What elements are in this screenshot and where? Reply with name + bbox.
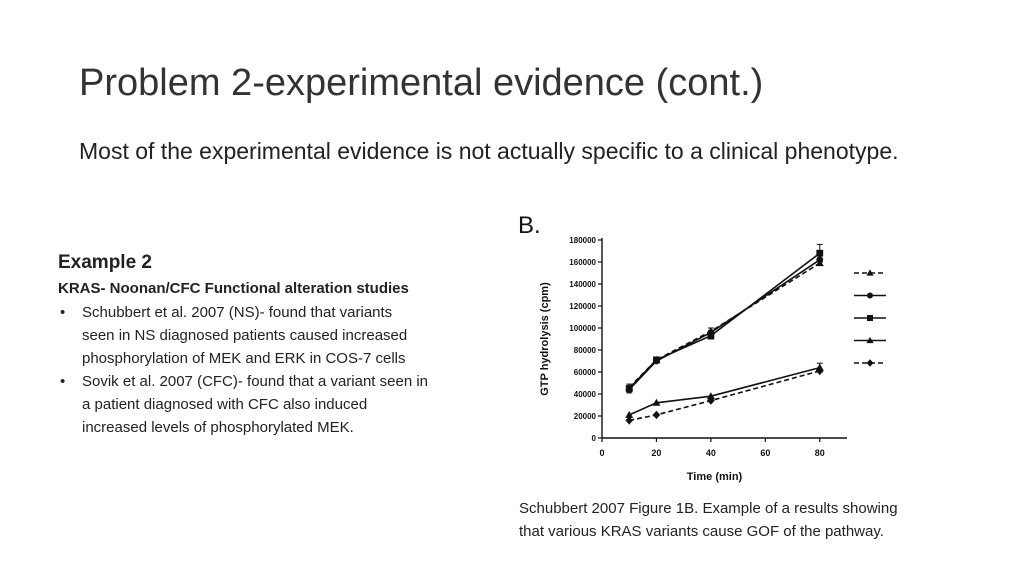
panel-label: B. (518, 212, 541, 239)
series-line-g12d (629, 370, 820, 422)
data-point-f156l (625, 410, 634, 418)
slide-subtitle: Most of the experimental evidence is not… (79, 138, 899, 164)
example-subheading: KRAS- Noonan/CFC Functional alteration s… (58, 280, 409, 297)
data-point-d153v (816, 249, 824, 257)
example-heading: Example 2 (58, 252, 152, 273)
y-tick-label: 180000 (569, 236, 596, 245)
bullet-item: Schubbert et al. 2007 (NS)- found that v… (58, 301, 428, 370)
bullet-list: Schubbert et al. 2007 (NS)- found that v… (58, 301, 428, 439)
gtp-hydrolysis-chart: B. 0 20000 40000 60000 80000 100000 120000 14000… (518, 212, 917, 483)
x-tick-label: 80 (815, 448, 825, 458)
example-section: Example 2 KRAS- Noonan/CFC Functional al… (58, 250, 428, 439)
data-point-d153v (707, 332, 715, 340)
x-axis-label: Time (min) (687, 471, 743, 483)
legend-marker-d153v (867, 315, 873, 321)
y-axis-label: GTP hydrolysis (cpm) (539, 282, 551, 396)
data-point-f156l (652, 398, 661, 406)
data-point-d153v (625, 385, 633, 392)
y-tick-label: 120000 (569, 302, 596, 311)
legend-marker-wt (866, 269, 874, 276)
slide-title: Problem 2-experimental evidence (cont.) (79, 62, 764, 104)
y-tick-label: 0 (592, 434, 597, 443)
x-tick-label: 0 (599, 448, 604, 458)
x-tick-label: 60 (760, 448, 770, 458)
data-point-g12d (652, 410, 661, 420)
data-point-g12d (625, 416, 634, 425)
x-tick-label: 20 (651, 448, 661, 458)
legend-marker-f156l (866, 336, 874, 344)
legend-marker-p34r (867, 292, 873, 299)
series-line-d153v (628, 252, 821, 390)
bullet-item: Sovik et al. 2007 (CFC)- found that a va… (58, 370, 428, 439)
y-tick-label: 160000 (569, 258, 596, 267)
legend-marker-g12d (866, 359, 874, 367)
figure-caption: Schubbert 2007 Figure 1B. Example of a r… (519, 500, 898, 540)
x-tick-label: 40 (706, 448, 716, 458)
y-tick-label: 40000 (574, 390, 597, 399)
data-point-f156l (706, 392, 715, 400)
chart-container: B. 0 20000 40000 60000 80000 100000 120000 14000… (512, 205, 917, 495)
y-tick-label: 60000 (574, 368, 597, 377)
data-point-g12d (707, 396, 715, 405)
data-point-g12d (815, 366, 824, 376)
y-tick-label: 20000 (574, 412, 597, 421)
data-point-p34r (816, 256, 824, 264)
y-tick-label: 140000 (569, 280, 596, 289)
data-point-d153v (653, 356, 660, 364)
y-tick-label: 80000 (574, 346, 597, 355)
y-tick-label: 100000 (569, 324, 596, 333)
series-line-f156l (628, 366, 820, 416)
